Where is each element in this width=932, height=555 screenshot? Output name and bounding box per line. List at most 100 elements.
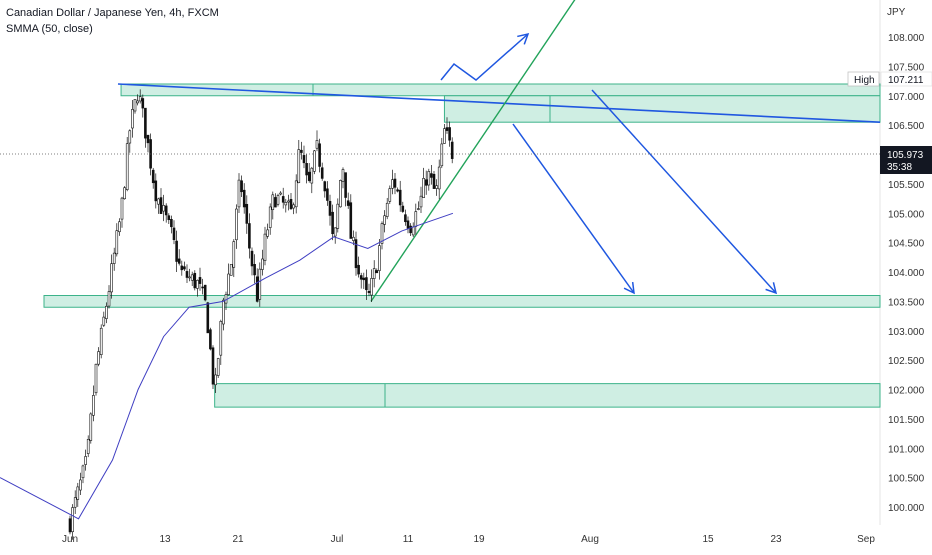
candle-body (131, 109, 134, 129)
candle-body (276, 195, 280, 205)
candle-body (235, 208, 238, 241)
candle-body (84, 456, 87, 465)
projection-path (512, 123, 635, 294)
candle-body (73, 497, 77, 508)
candle-body (354, 239, 358, 269)
candle-body (281, 196, 285, 203)
candle-body (172, 227, 176, 241)
candle-body (331, 211, 334, 235)
time-tick-label: 23 (770, 534, 782, 545)
price-tick-label: 103.000 (888, 327, 925, 338)
candle-body (417, 208, 420, 210)
candle-body (307, 171, 311, 181)
candle-body (404, 214, 407, 223)
candle-body (102, 316, 106, 326)
price-tick-label: 105.500 (888, 180, 925, 191)
candle-body (154, 180, 158, 202)
candle-body (86, 439, 90, 454)
candle-body (268, 206, 272, 228)
candle-body (105, 305, 108, 319)
candle-body (94, 363, 98, 394)
time-tick-label: Aug (581, 534, 599, 545)
candle-body (141, 98, 145, 109)
candle-body (71, 507, 74, 533)
projection-path (591, 89, 777, 294)
time-tick-label: 19 (473, 534, 485, 545)
smma-layer (0, 212, 454, 520)
candle-body (292, 204, 295, 209)
projections-layer (440, 32, 778, 295)
high-tag-label: High (854, 75, 875, 86)
projection-arrowhead (623, 281, 635, 295)
high-value-box (880, 71, 932, 87)
candle-body (120, 197, 124, 220)
candle-body (328, 200, 332, 216)
price-tick-label: 107.000 (888, 92, 925, 103)
candle-body (123, 187, 126, 200)
candle-body (222, 299, 225, 325)
smma-line (0, 212, 454, 520)
candle-body (378, 245, 381, 271)
candle-body (229, 264, 233, 276)
candle-body (175, 240, 178, 262)
time-tick-label: 21 (232, 534, 244, 545)
projection-arrowhead (765, 282, 778, 295)
candle-body (110, 263, 113, 293)
candle-body (144, 107, 147, 139)
candle-body (112, 252, 116, 264)
candle-body (302, 155, 306, 164)
candle-body (375, 270, 379, 274)
candle-body (448, 127, 451, 141)
bar-countdown: 35:38 (887, 162, 912, 173)
price-axis[interactable]: 108.000107.500107.000106.500106.000105.5… (888, 33, 925, 514)
candle-body (401, 205, 405, 212)
candle-body (365, 277, 368, 291)
candle-body (211, 347, 215, 385)
indicator-label[interactable]: SMMA (50, close) (6, 23, 93, 35)
candle-body (409, 225, 412, 234)
candle-body (216, 358, 220, 376)
time-tick-label: Jun (62, 534, 78, 545)
candle-body (313, 150, 316, 172)
candle-body (125, 143, 129, 190)
last-price-value: 105.973 (887, 150, 924, 161)
time-tick-label: 11 (403, 534, 414, 545)
candle-body (326, 188, 329, 201)
candle-body (391, 179, 394, 189)
price-tick-label: 100.500 (888, 474, 925, 485)
candle-body (287, 200, 290, 203)
candle-body (97, 351, 100, 365)
candle-body (159, 197, 163, 214)
trendline-descending (117, 83, 881, 123)
candle-body (263, 233, 267, 261)
time-axis[interactable]: Jun 13 21 Jul 11 19 Aug 15 23 Sep (62, 534, 875, 545)
candle-body (188, 276, 191, 279)
candle-body (346, 200, 350, 206)
candle-body (279, 192, 282, 195)
candle-body (115, 230, 119, 255)
candle-body (255, 276, 259, 302)
candle-body (271, 194, 275, 210)
candle-body (253, 264, 256, 276)
price-tick-label: 102.500 (888, 356, 925, 367)
price-tick-label: 105.000 (888, 209, 925, 220)
candle-body (297, 149, 301, 183)
candle-body (224, 294, 228, 304)
candle-body (183, 266, 186, 270)
candle-body (214, 374, 217, 386)
candle-body (240, 180, 243, 193)
zone-rect (43, 295, 881, 308)
trendlines-layer (117, 0, 881, 302)
last-price-badge (880, 146, 932, 174)
candle-body (185, 271, 189, 278)
candle-body (99, 327, 103, 355)
candle-body (385, 202, 389, 217)
candle-body (107, 291, 111, 307)
price-tick-label: 108.000 (888, 33, 925, 44)
candle-body (133, 99, 137, 112)
candle-body (248, 223, 251, 249)
candle-body (177, 258, 181, 264)
candle-body (427, 171, 431, 186)
